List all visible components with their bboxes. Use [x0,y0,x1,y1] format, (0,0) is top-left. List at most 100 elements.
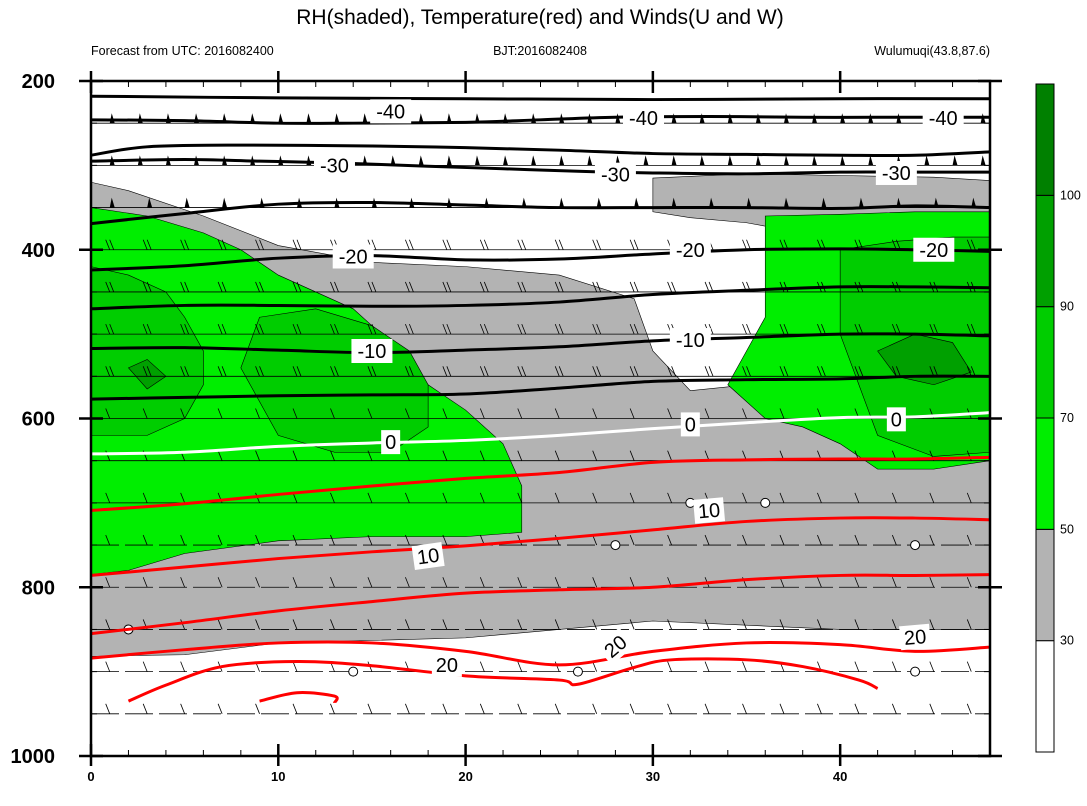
wind-barb [142,577,148,588]
wind-barb [558,281,564,293]
wind-barb [554,281,560,293]
contour-label-box [899,623,932,651]
wind-barb [292,450,298,461]
wind-barb [105,703,111,714]
temperature-isotherm [91,285,990,311]
contour-label: 20 [899,623,932,651]
calm-marker [610,540,621,551]
wind-barb [105,661,111,672]
wind-barb [142,323,148,335]
wind-barb [479,450,485,461]
rh-colorbar: 30 50 70 90 100 [1035,83,1081,753]
wind-barb [629,408,635,419]
wind-barb [442,534,448,546]
contour-label-box [669,237,711,262]
temperature-isotherm [91,455,990,512]
colorbar-swatch [1035,417,1055,530]
wind-barb [105,577,111,588]
wind-barb [180,408,186,419]
contour-label-text: 20 [436,655,458,677]
contour-label-text: 0 [685,414,696,436]
colorbar-label: 100 [1060,188,1081,202]
contour-label-box [680,412,700,437]
contour-label: -30 [313,153,355,178]
wind-barb [292,281,298,293]
wind-barb [517,492,523,504]
temperature-isotherm [91,573,990,636]
wind-barb [517,661,523,672]
temperature-isotherm [91,114,990,125]
contour-label: -10 [351,339,393,363]
wind-barb [217,534,223,546]
temperature-isotherm [91,374,990,401]
wind-barb [146,366,152,377]
wind-flag [980,155,986,166]
wind-flag [531,155,537,166]
wind-barb [554,492,560,504]
wind-barb [742,408,747,419]
wind-barb [334,323,339,335]
wind-barb [929,323,935,335]
wind-barb [779,366,785,377]
wind-barb [708,366,714,377]
contour-label-box [596,627,635,666]
wind-barb [483,366,489,377]
temperature-isotherm [91,640,990,667]
wind-barb [970,239,976,250]
wind-barb [596,366,602,377]
wind-barb [292,323,298,335]
wind-barb [929,492,935,504]
wind-barb [596,281,602,293]
wind-barb [779,534,785,546]
wind-barb [970,366,976,377]
wind-barb [554,239,560,250]
wind-flag [709,197,715,208]
wind-flag [250,113,256,124]
wind-barb [742,323,747,335]
colorbar-swatch [1035,194,1055,308]
wind-barb [442,619,448,630]
wind-barb [592,366,598,377]
wind-barb [146,323,152,335]
wind-barb [255,239,260,250]
wind-barb [742,366,747,377]
wind-barb [146,281,152,293]
wind-barb [633,323,639,335]
wind-barb [783,323,789,335]
wind-barb [742,703,747,714]
wind-barb [929,577,935,588]
wind-barb [817,366,822,377]
wind-barb [966,323,972,335]
wind-barb [746,323,751,335]
wind-barb [405,492,410,504]
wind-barb [142,239,148,250]
wind-flag [727,155,733,166]
wind-barb [667,703,672,714]
wind-barb [296,281,302,293]
wind-barb [667,408,672,419]
wind-barb [854,619,860,630]
wind-barb [405,323,410,335]
wind-barb [105,534,111,546]
wind-barb [217,450,223,461]
colorbar-swatch [1035,640,1055,753]
wind-barb [667,661,672,672]
wind-barb [517,577,523,588]
wind-barb [217,577,223,588]
wind-barb [367,366,373,377]
wind-barb [180,492,186,504]
wind-barb [409,239,414,250]
wind-barb [517,281,523,293]
subtitle-bjt-time: BJT:2016082408 [493,44,587,58]
wind-flag [971,197,977,208]
wind-barb [558,239,564,250]
colorbar-label: 90 [1060,300,1074,314]
calm-marker [910,666,921,677]
wind-barb [554,703,560,714]
wind-flag [671,113,677,124]
wind-barb [296,366,302,377]
wind-barb [180,323,186,335]
subtitle-forecast-time: Forecast from UTC: 2016082400 [91,44,274,58]
wind-barb [629,323,635,335]
contour-label-text: -40 [376,101,405,123]
